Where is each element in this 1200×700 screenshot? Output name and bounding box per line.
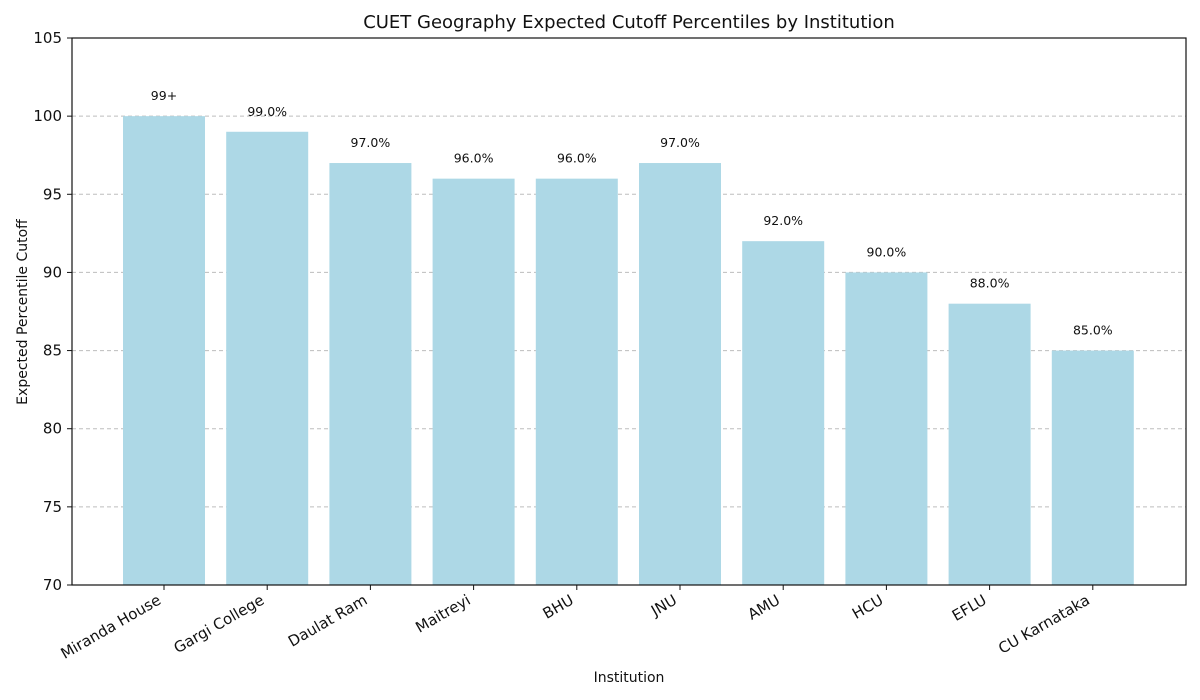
chart-title: CUET Geography Expected Cutoff Percentil… [363, 12, 895, 33]
y-axis-label: Expected Percentile Cutoff [15, 219, 31, 405]
y-tick-label: 80 [43, 420, 62, 438]
bar-value-label: 96.0% [557, 151, 597, 166]
bar [329, 163, 412, 585]
bar [845, 272, 928, 585]
y-tick-label: 105 [33, 29, 62, 47]
y-tick-label: 90 [43, 263, 62, 281]
bar [535, 178, 618, 585]
x-tick-label: JNU [647, 591, 680, 620]
bar-value-label: 85.0% [1073, 323, 1113, 338]
x-tick-label: AMU [745, 591, 784, 624]
y-tick-label: 75 [43, 498, 62, 516]
y-tick-label: 95 [43, 185, 62, 203]
bar [742, 241, 825, 585]
x-tick-label: HCU [849, 591, 886, 623]
x-axis-label: Institution [594, 670, 665, 686]
bar-value-label: 90.0% [867, 244, 907, 259]
bar-value-label: 97.0% [351, 135, 391, 150]
bar-value-label: 96.0% [454, 151, 494, 166]
x-tick-label: BHU [540, 591, 577, 623]
y-tick-label: 70 [43, 576, 62, 594]
bar-value-label: 92.0% [763, 213, 803, 228]
bar-value-label: 99.0% [247, 104, 287, 119]
bar [639, 163, 721, 585]
y-tick-label: 85 [43, 342, 62, 360]
x-tick-label: Daulat Ram [285, 591, 370, 651]
bar [432, 178, 515, 585]
x-tick-label: Miranda House [58, 591, 164, 663]
bar [948, 303, 1031, 585]
y-axis-ticks: 70 75 80 85 90 95 100 105 [33, 29, 72, 594]
x-tick-label: EFLU [949, 591, 990, 625]
bar-value-labels: 99+ 99.0% 97.0% 96.0% 96.0% 97.0% 92.0% 90.0% 88… [151, 88, 1113, 337]
bar-value-label: 99+ [151, 88, 177, 103]
x-axis-ticks: Miranda House Gargi College Daulat Ram Mait… [58, 585, 1094, 663]
y-tick-label: 100 [33, 107, 62, 125]
x-tick-label: CU Karnataka [995, 591, 1093, 658]
bars [123, 116, 1134, 586]
bar [123, 116, 205, 586]
x-tick-label: Maitreyi [412, 591, 473, 637]
plot-frame [71, 37, 1187, 586]
bar [226, 131, 309, 585]
bar-value-label: 97.0% [660, 135, 700, 150]
bar-value-label: 88.0% [970, 276, 1010, 291]
bar [1051, 350, 1134, 585]
x-tick-label: Gargi College [171, 591, 268, 657]
